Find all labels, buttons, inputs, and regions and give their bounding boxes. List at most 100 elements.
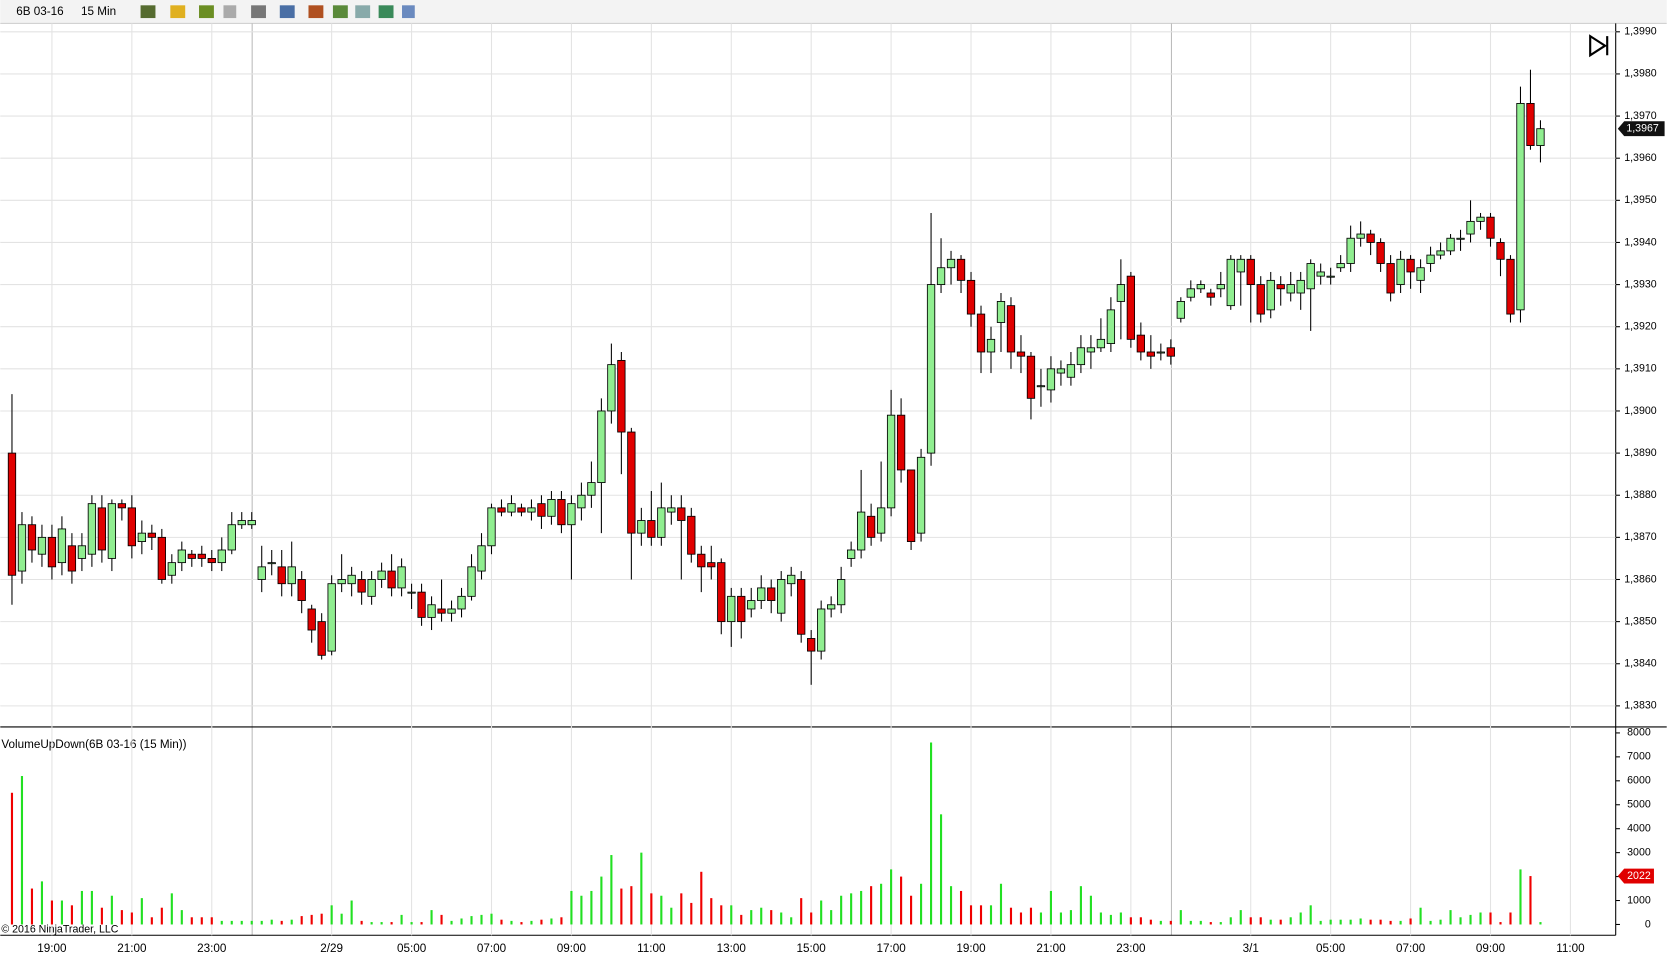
y-tick-label: 1,3960 [1624, 152, 1657, 164]
remove-button[interactable] [223, 5, 237, 19]
candle-body [1016, 351, 1026, 357]
volume-bar [939, 814, 943, 925]
candle-body [787, 574, 796, 585]
strategies-button[interactable] [355, 5, 371, 19]
candle-body [167, 562, 176, 576]
volume-bar [380, 922, 383, 925]
volume-bar [50, 900, 53, 925]
volume-bar [780, 912, 783, 925]
candle-body [297, 579, 306, 601]
candle-body [97, 507, 107, 551]
volume-bar [160, 907, 163, 925]
add-button[interactable] [199, 5, 214, 19]
volume-bar [870, 886, 873, 925]
data-box-button[interactable] [402, 5, 415, 19]
candle-body [27, 524, 37, 551]
candle-body [757, 587, 766, 601]
volume-bar [1219, 922, 1222, 925]
volume-bar [700, 871, 703, 925]
volume-bar [140, 898, 143, 925]
candle-body [357, 579, 366, 593]
candle-body [517, 507, 526, 513]
volume-bar [1419, 907, 1422, 925]
volume-bar [490, 913, 493, 925]
volume-bar [1019, 912, 1023, 925]
candle-body [87, 503, 97, 555]
y-tick-label: 1,3910 [1624, 363, 1657, 375]
candle-body [946, 258, 956, 269]
y-tick-label: 5000 [1627, 799, 1651, 811]
candle-body [886, 414, 896, 509]
volume-bar [1459, 917, 1462, 925]
volume-bar [430, 910, 433, 925]
candle-body [557, 499, 566, 526]
volume-bar [880, 883, 883, 925]
candle-body [47, 536, 57, 568]
y-tick-label: 3000 [1627, 846, 1651, 858]
candle-body [1236, 258, 1245, 273]
candle-body [317, 621, 326, 656]
candle-body [1386, 263, 1395, 294]
volume-bar [770, 910, 773, 925]
volume-bar [550, 918, 553, 925]
volume-bar [120, 910, 123, 925]
volume-bar [630, 886, 633, 925]
candle-body [1126, 275, 1136, 340]
candle-body [37, 536, 47, 555]
interval-selector[interactable]: 15 Min [81, 5, 116, 18]
volume-bar [540, 919, 543, 925]
candle-body [67, 545, 77, 572]
volume-bar [1359, 918, 1362, 925]
volume-bar [500, 919, 503, 925]
volume-bar [1339, 919, 1342, 925]
candle-body [1106, 309, 1116, 344]
candle-body [617, 359, 626, 433]
x-tick-label: 09:00 [1476, 942, 1506, 955]
volume-bar [1349, 919, 1352, 925]
volume-bar [1249, 917, 1252, 925]
volume-bar [420, 922, 423, 925]
chart-trader-button[interactable] [378, 5, 394, 19]
y-tick-label: 4000 [1627, 823, 1651, 835]
y-tick-label: 1,3970 [1624, 110, 1657, 122]
volume-bar [570, 890, 573, 925]
volume-bar [1499, 922, 1502, 925]
candle-body [157, 536, 166, 580]
volume-bar [240, 920, 243, 925]
y-tick-label: 1,3990 [1624, 26, 1657, 38]
candle-body [1036, 385, 1046, 388]
candle-body [1246, 258, 1255, 286]
candle-body [107, 503, 117, 559]
volume-bar [80, 890, 83, 925]
x-tick-label: 07:00 [477, 942, 507, 955]
candle-body [1416, 267, 1425, 281]
volume-bar [900, 876, 903, 925]
properties-button[interactable] [308, 5, 324, 19]
volume-bar [1399, 920, 1402, 925]
volume-bar [840, 895, 843, 925]
volume-bar [1269, 919, 1272, 925]
candle-body [1006, 305, 1016, 353]
volume-bar [1539, 922, 1542, 925]
candle-body [1286, 284, 1295, 294]
zoom-button[interactable] [279, 5, 295, 19]
volume-bar [170, 893, 173, 925]
candle-body [1176, 301, 1185, 319]
candle-body [1086, 347, 1096, 353]
candle-body [1196, 284, 1205, 290]
volume-bar [560, 917, 563, 925]
cursor-button[interactable] [251, 5, 266, 19]
indicators-button[interactable] [332, 5, 348, 19]
candle-body [497, 507, 506, 513]
candle-body [1516, 103, 1525, 311]
y-tick-label: 1,3950 [1624, 194, 1657, 206]
volume-bar [1069, 910, 1072, 925]
draw-tool-button[interactable] [170, 5, 186, 19]
scroll-to-end-button[interactable] [1589, 34, 1609, 58]
instrument-selector[interactable]: 6B 03-16 [16, 5, 63, 18]
volume-bar [790, 917, 793, 925]
volume-bar [450, 920, 453, 925]
bar-type-button[interactable] [140, 5, 156, 19]
volume-bar [340, 913, 343, 925]
